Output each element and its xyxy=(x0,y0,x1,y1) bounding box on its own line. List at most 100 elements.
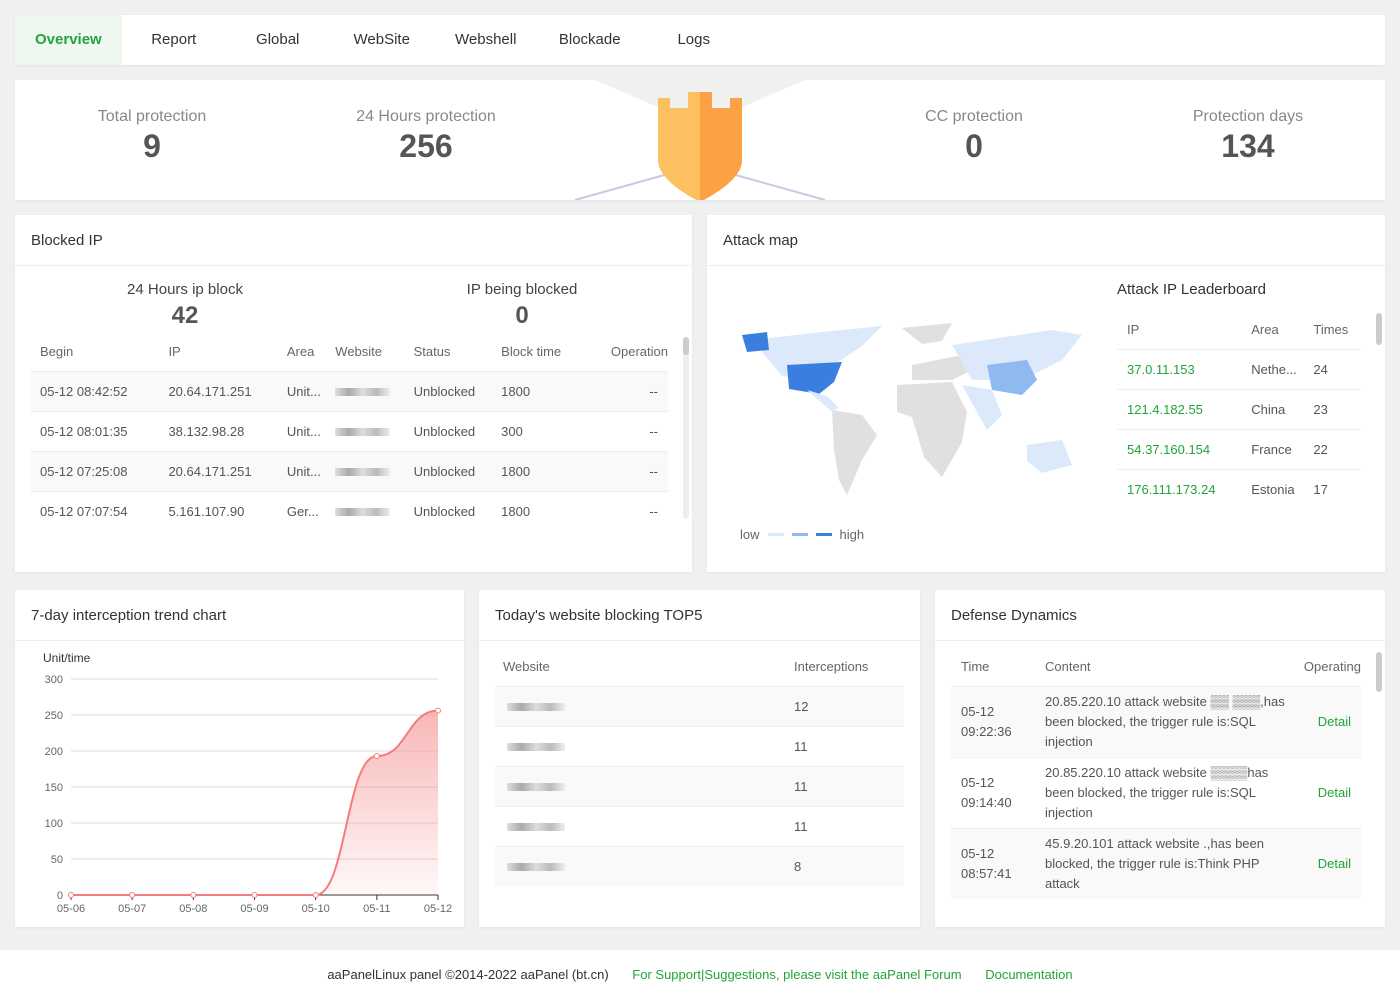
cell: China xyxy=(1251,388,1314,429)
cell: 23 xyxy=(1313,388,1361,429)
date: 05-12 xyxy=(961,703,995,719)
time-cell: 05-12 08:57:41 xyxy=(951,827,1045,899)
defense-panel: Defense Dynamics Time Content Operating 05… xyxy=(935,590,1385,927)
cell: Unblocked xyxy=(413,450,502,491)
leaderboard-table: IP Area Times 37.0.11.153 Nethe... 24 121.4.1… xyxy=(1117,311,1361,509)
table-row: 37.0.11.153 Nethe... 24 xyxy=(1117,348,1361,389)
cell: 17 xyxy=(1313,468,1361,509)
x-tick-label: 05-08 xyxy=(179,903,207,915)
col-begin: Begin xyxy=(40,344,74,360)
cell: 8 xyxy=(794,845,904,886)
panel-title: Today's website blocking TOP5 xyxy=(479,590,920,641)
tab-blockade[interactable]: Blockade xyxy=(558,31,621,48)
tab-webshell[interactable]: Webshell xyxy=(455,31,517,48)
ip-link[interactable]: 54.37.160.154 xyxy=(1117,428,1252,469)
documentation-link[interactable]: Documentation xyxy=(985,967,1073,982)
time: 09:14:40 xyxy=(961,794,1012,810)
table-row: 05-12 07:07:54 5.161.107.90 Ger... Unblocke… xyxy=(31,490,668,531)
scrollbar[interactable] xyxy=(683,337,689,519)
data-point xyxy=(68,892,74,898)
y-tick-label: 250 xyxy=(45,710,63,722)
area-fill xyxy=(71,710,438,895)
cell: 05-12 08:01:35 xyxy=(31,410,169,451)
tab-overview[interactable]: Overview xyxy=(15,15,122,65)
cell: Unblocked xyxy=(413,490,502,531)
data-point xyxy=(435,707,441,714)
cell: -- xyxy=(586,370,668,411)
stat-label: CC protection xyxy=(925,108,1023,125)
col-interceptions: Interceptions xyxy=(794,659,869,675)
stat-value: 9 xyxy=(143,128,161,164)
col-area: Area xyxy=(1251,322,1279,338)
cell: 1800 xyxy=(501,490,587,531)
scrollbar[interactable] xyxy=(1376,652,1382,692)
cell: 05-12 08:42:52 xyxy=(31,370,169,411)
data-point xyxy=(251,892,258,898)
copyright: aaPanelLinux panel ©2014-2022 aaPanel (b… xyxy=(327,967,609,982)
tab-global[interactable]: Global xyxy=(256,31,300,48)
cell: 24 xyxy=(1313,348,1361,389)
date: 05-12 xyxy=(961,774,995,790)
cell: 22 xyxy=(1313,428,1361,469)
cell: 5.161.107.90 xyxy=(168,490,287,531)
tab-logs[interactable]: Logs xyxy=(677,31,710,48)
y-axis-label: Unit/time xyxy=(43,651,91,665)
table-row: 121.4.182.55 China 23 xyxy=(1117,388,1361,429)
cell: 38.132.98.28 xyxy=(168,410,287,451)
table-row: 8 xyxy=(495,845,904,886)
website-blurred xyxy=(335,370,414,411)
content-cell: 20.85.220.10 attack website ▒▒ ▒▒▒,has b… xyxy=(1045,685,1291,757)
stat-protection-days: Protection days 134 xyxy=(1128,108,1368,165)
y-tick-label: 50 xyxy=(51,854,63,866)
website-blurred xyxy=(495,725,794,766)
block24-value: 42 xyxy=(171,302,199,329)
detail-link[interactable]: Detail xyxy=(1291,685,1361,757)
cell: -- xyxy=(586,490,668,531)
x-tick-label: 05-10 xyxy=(302,903,330,915)
cell: 1800 xyxy=(501,370,587,411)
data-point xyxy=(373,753,380,760)
cell: 11 xyxy=(794,805,904,846)
x-tick-label: 05-07 xyxy=(118,903,146,915)
col-website: Website xyxy=(503,659,550,675)
cell: Ger... xyxy=(286,490,336,531)
attack-map-panel: Attack map low high Attack IP Leaderboar… xyxy=(707,215,1385,572)
ip-link[interactable]: 176.111.173.24 xyxy=(1117,468,1252,509)
block24-label: 24 Hours ip block xyxy=(127,281,243,298)
col-ip: IP xyxy=(1127,322,1140,338)
blocked-ip-table: Begin IP Area Website Status Block time Operat… xyxy=(31,333,668,531)
table-row: 176.111.173.24 Estonia 17 xyxy=(1117,468,1361,509)
table-row: 05-12 09:22:36 20.85.220.10 attack website… xyxy=(951,685,1361,757)
website-blurred xyxy=(495,685,794,726)
cell: -- xyxy=(586,450,668,491)
cell: 20.64.171.251 xyxy=(168,450,287,491)
stat-value: 134 xyxy=(1221,128,1275,164)
cell: Nethe... xyxy=(1251,348,1314,389)
support-forum-link[interactable]: For Support|Suggestions, please visit th… xyxy=(632,967,962,982)
cell: Unit... xyxy=(286,410,336,451)
cell: 1800 xyxy=(501,450,587,491)
ip-link[interactable]: 37.0.11.153 xyxy=(1117,348,1252,389)
cell: 05-12 07:25:08 xyxy=(31,450,169,491)
time: 08:57:41 xyxy=(961,865,1012,881)
cell: Unblocked xyxy=(413,410,502,451)
detail-link[interactable]: Detail xyxy=(1291,756,1361,828)
scrollbar[interactable] xyxy=(1376,313,1382,345)
y-tick-label: 200 xyxy=(45,746,63,758)
legend-gradient xyxy=(791,533,808,536)
ip-link[interactable]: 121.4.182.55 xyxy=(1117,388,1252,429)
stat-cc-protection: CC protection 0 xyxy=(854,108,1094,165)
stat-24h-protection: 24 Hours protection 256 xyxy=(306,108,546,165)
tab-report[interactable]: Report xyxy=(151,31,197,48)
y-tick-label: 0 xyxy=(57,890,63,902)
col-block-time: Block time xyxy=(501,344,562,360)
table-row: 11 xyxy=(495,765,904,806)
col-status: Status xyxy=(413,344,451,360)
panel-title: Defense Dynamics xyxy=(935,590,1385,641)
detail-link[interactable]: Detail xyxy=(1291,827,1361,899)
tab-website[interactable]: WebSite xyxy=(353,31,410,48)
stats-panel: Total protection 9 24 Hours protection 256… xyxy=(15,80,1385,200)
time: 09:22:36 xyxy=(961,723,1012,739)
data-point xyxy=(129,892,136,898)
x-tick-label: 05-06 xyxy=(57,903,85,915)
